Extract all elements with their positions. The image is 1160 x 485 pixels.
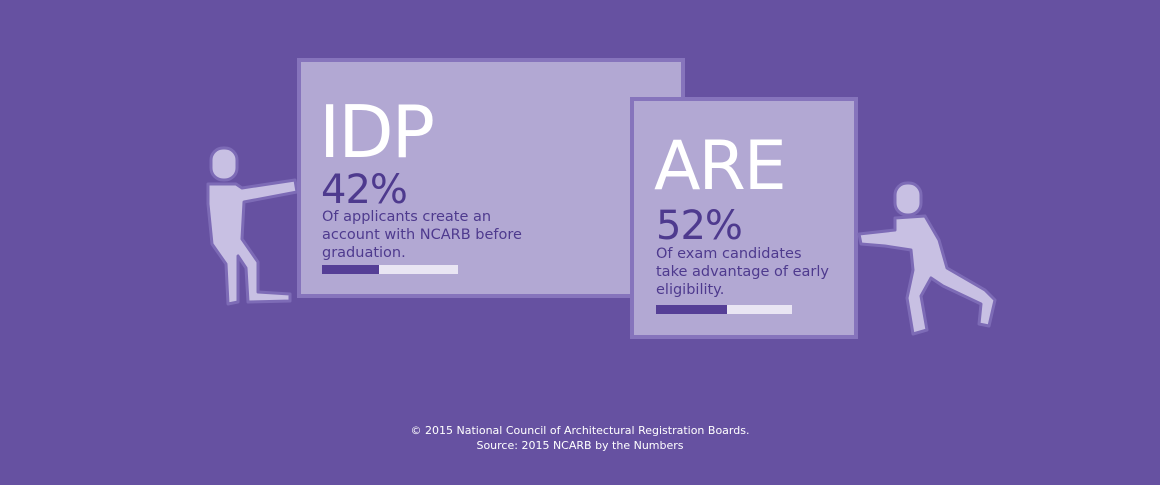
- are-progress-fill: [656, 305, 727, 314]
- are-progress-bar: [656, 305, 792, 314]
- idp-card: IDP 42% Of applicants create an account …: [297, 58, 685, 298]
- idp-description: Of applicants create an account with NCA…: [322, 209, 522, 261]
- are-percent: 52%: [656, 203, 743, 249]
- are-card: ARE 52% Of exam candidates take advantag…: [630, 97, 858, 339]
- source-text: Source: 2015 NCARB by the Numbers: [476, 439, 684, 452]
- footer: © 2015 National Council of Architectural…: [0, 423, 1160, 453]
- are-description: Of exam candidates take advantage of ear…: [656, 246, 829, 298]
- idp-progress-bar: [322, 265, 458, 274]
- copyright-text: © 2015 National Council of Architectural…: [410, 424, 750, 437]
- are-heading: ARE: [654, 127, 787, 206]
- person-pulling-icon: [198, 144, 303, 313]
- idp-percent: 42%: [321, 167, 408, 213]
- idp-heading: IDP: [319, 90, 435, 174]
- person-pushing-icon: [855, 180, 1005, 344]
- idp-progress-fill: [322, 265, 380, 274]
